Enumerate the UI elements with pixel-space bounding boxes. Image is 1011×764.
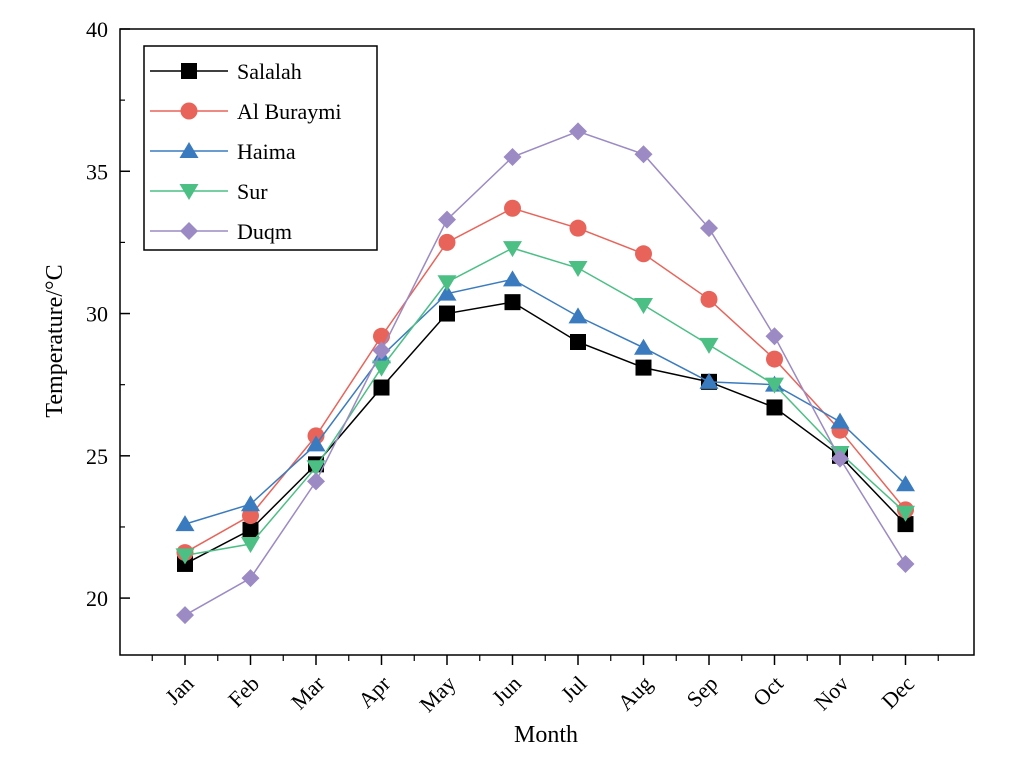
- data-point-al-buraymi: [700, 290, 718, 308]
- data-point-duqm: [241, 569, 260, 588]
- data-point-salalah: [570, 334, 586, 350]
- data-point-haima: [175, 515, 195, 532]
- legend-label-duqm: Duqm: [237, 219, 292, 244]
- data-point-al-buraymi: [569, 219, 587, 237]
- data-point-haima: [634, 338, 653, 355]
- y-axis-title: Temperature/°C: [42, 264, 68, 417]
- legend: Salalah Al Buraymi Haima Sur Duqm: [143, 45, 378, 251]
- legend-label-sur: Sur: [237, 179, 268, 204]
- y-tick-label: 30: [86, 302, 108, 327]
- x-axis-title: Month: [514, 722, 578, 748]
- data-point-salalah: [373, 379, 390, 396]
- data-point-haima: [503, 270, 522, 287]
- x-tick-label: Apr: [353, 670, 395, 712]
- data-point-sur: [634, 298, 653, 315]
- data-point-duqm: [176, 606, 194, 625]
- x-tick-label: Jun: [487, 671, 526, 710]
- legend-label-al-buraymi: Al Buraymi: [237, 99, 342, 124]
- x-tick-label: Jan: [160, 671, 198, 709]
- data-point-salalah: [635, 359, 652, 376]
- data-point-sur: [699, 337, 719, 354]
- legend-marker-al-buraymi: [180, 102, 198, 120]
- series-line-duqm: [184, 130, 907, 616]
- data-point-salalah: [439, 305, 455, 322]
- legend-marker-duqm: [180, 222, 198, 240]
- data-point-sur: [503, 241, 522, 258]
- x-tick-label: Feb: [223, 671, 264, 712]
- y-tick-label: 25: [86, 444, 108, 469]
- legend-box: [143, 45, 378, 251]
- data-point-duqm: [831, 449, 849, 468]
- data-point-sur: [765, 377, 784, 394]
- series-line-sur: [184, 247, 907, 557]
- data-point-al-buraymi: [438, 233, 456, 251]
- legend-label-haima: Haima: [237, 139, 296, 164]
- x-tick-label: Aug: [613, 671, 657, 715]
- legend-marker-salalah: [181, 63, 197, 79]
- series-line-haima: [184, 278, 907, 525]
- x-tick-label: Dec: [876, 671, 919, 714]
- data-point-duqm: [372, 341, 391, 360]
- data-point-sur: [568, 261, 588, 278]
- series-line-salalah: [184, 301, 907, 565]
- data-point-salalah: [897, 516, 914, 533]
- series-line-al-buraymi: [184, 207, 907, 554]
- data-point-haima: [896, 475, 915, 492]
- data-point-haima: [241, 495, 260, 512]
- data-point-duqm: [569, 122, 587, 141]
- data-point-sur: [896, 505, 915, 522]
- x-tick-label: Oct: [748, 671, 788, 711]
- x-tick-label: Jul: [556, 671, 592, 707]
- data-point-duqm: [438, 210, 456, 229]
- data-point-duqm: [765, 327, 784, 346]
- data-point-duqm: [634, 145, 653, 164]
- data-point-duqm: [307, 472, 325, 491]
- data-point-sur: [175, 548, 195, 565]
- data-point-sur: [306, 460, 326, 477]
- data-point-al-buraymi: [635, 245, 652, 263]
- data-point-sur: [437, 275, 457, 292]
- legend-marker-haima: [179, 142, 199, 158]
- data-point-haima: [306, 435, 326, 452]
- plot-frame: [119, 28, 975, 656]
- data-point-al-buraymi: [242, 507, 259, 525]
- data-point-haima: [699, 372, 719, 389]
- data-point-duqm: [503, 148, 522, 167]
- data-point-haima: [830, 412, 850, 429]
- y-tick-label: 20: [86, 586, 108, 611]
- x-tick-label: Sep: [682, 671, 723, 712]
- data-point-duqm: [700, 219, 718, 238]
- data-point-al-buraymi: [766, 350, 783, 368]
- data-point-salalah: [242, 521, 259, 538]
- x-tick-label: May: [414, 671, 460, 717]
- legend-marker-sur: [179, 184, 199, 200]
- data-point-sur: [372, 360, 391, 377]
- data-point-sur: [241, 537, 260, 554]
- y-tick-label: 40: [86, 17, 108, 42]
- data-point-haima: [568, 307, 588, 324]
- data-point-al-buraymi: [504, 199, 521, 217]
- legend-label-salalah: Salalah: [237, 59, 302, 84]
- data-point-salalah: [504, 294, 521, 311]
- y-tick-label: 35: [86, 159, 108, 184]
- data-point-haima: [437, 284, 457, 301]
- x-tick-label: Nov: [809, 671, 853, 715]
- x-tick-label: Mar: [286, 670, 330, 714]
- data-point-duqm: [896, 554, 915, 573]
- plot-area: [175, 122, 915, 625]
- data-point-salalah: [766, 399, 783, 416]
